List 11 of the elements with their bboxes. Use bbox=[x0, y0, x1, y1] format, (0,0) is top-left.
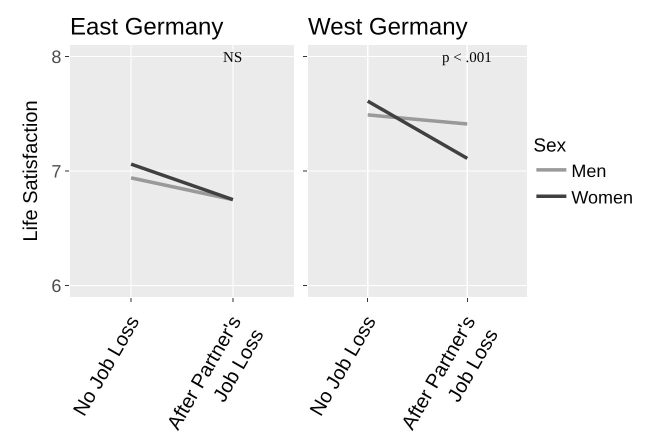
annotation: NS bbox=[223, 50, 242, 66]
chart-title: East Germany bbox=[70, 13, 224, 40]
y-tick-label: 7 bbox=[51, 161, 62, 182]
annotation: p < .001 bbox=[442, 50, 492, 66]
y-axis-title: Life Satisfaction bbox=[20, 100, 42, 242]
legend-label: Men bbox=[571, 160, 606, 181]
legend-title: Sex bbox=[533, 136, 567, 157]
chart-title: West Germany bbox=[308, 13, 468, 40]
y-tick-label: 6 bbox=[51, 276, 62, 296]
y-tick-label: 8 bbox=[51, 46, 62, 67]
legend-label: Women bbox=[571, 187, 634, 208]
